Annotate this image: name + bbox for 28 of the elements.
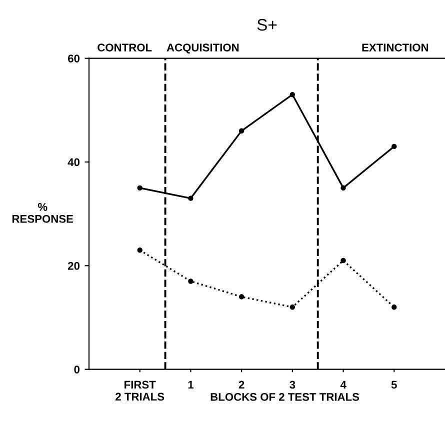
point [290,304,296,310]
point [392,144,397,150]
point [137,185,142,191]
point [290,92,296,98]
text: ACQUISITION [166,44,239,54]
y-tick-label: 20 [68,262,80,270]
point [340,258,346,264]
y-tick-label: 60 [68,54,80,62]
x-tick-label: FIRST 2 TRIALS [116,380,164,401]
point [137,248,142,253]
point [188,278,194,284]
x-axis-title: BLOCKS OF 2 TEST TRIALS [210,392,360,401]
y-tick-label: 40 [68,158,80,166]
point [340,185,346,191]
point [238,294,244,300]
x-tick-label: 1 [188,380,194,389]
x-tick-label: 4 [340,380,346,389]
y-axis-title: % RESPONSE [12,203,74,223]
point [238,128,244,134]
x-tick-label: 5 [391,380,397,389]
y-tick-label: 0 [74,366,80,374]
text: EXTINCTION [362,44,428,52]
chart-title: S+ [257,18,277,31]
x-tick-label: 3 [290,380,296,389]
text: CONTROL [98,44,152,52]
point [392,304,397,310]
point [188,196,194,201]
x-tick-label: 2 [238,380,244,389]
